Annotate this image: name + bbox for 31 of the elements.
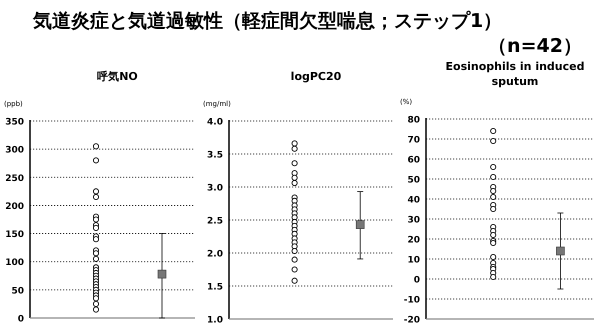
y-tick-label: 350 (5, 118, 24, 128)
chart-title: logPC20 (290, 70, 342, 83)
y-tick-label: 0 (18, 314, 24, 324)
y-tick-label: 60 (407, 156, 420, 166)
chart-title: Eosinophils in induced sputum (446, 60, 584, 88)
y-tick-label: -20 (404, 316, 420, 326)
y-tick-label: 200 (5, 202, 24, 212)
y-tick-label: 80 (407, 116, 420, 126)
y-tick-label: 20 (407, 236, 420, 246)
y-tick-label: 3.0 (207, 184, 223, 194)
y-tick-label: 50 (11, 286, 24, 296)
y-tick-label: 150 (5, 230, 24, 240)
y-tick-label: 3.5 (207, 150, 223, 160)
y-tick-label: 300 (5, 146, 24, 156)
text: （n=42） (488, 35, 582, 57)
y-tick-label: 1.0 (207, 316, 223, 326)
y-tick-label: 250 (5, 174, 24, 184)
chart-title: 呼気NO (97, 70, 138, 83)
y-tick-label: 50 (407, 176, 420, 186)
y-tick-label: 40 (407, 196, 420, 206)
text: 気道炎症と気道過敏性（軽症間欠型喘息；ステップ1） (32, 10, 502, 32)
y-tick-label: 2.0 (207, 250, 223, 260)
y-tick-label: 0 (414, 276, 420, 286)
y-tick-label: 10 (407, 256, 420, 266)
y-tick-label: 4.0 (207, 118, 223, 128)
y-tick-label: 100 (5, 258, 24, 268)
y-tick-label: -10 (404, 296, 420, 306)
y-tick-label: 30 (407, 216, 420, 226)
y-tick-label: 1.5 (207, 282, 223, 292)
y-tick-label: 70 (407, 136, 420, 146)
y-tick-label: 2.5 (207, 216, 223, 226)
